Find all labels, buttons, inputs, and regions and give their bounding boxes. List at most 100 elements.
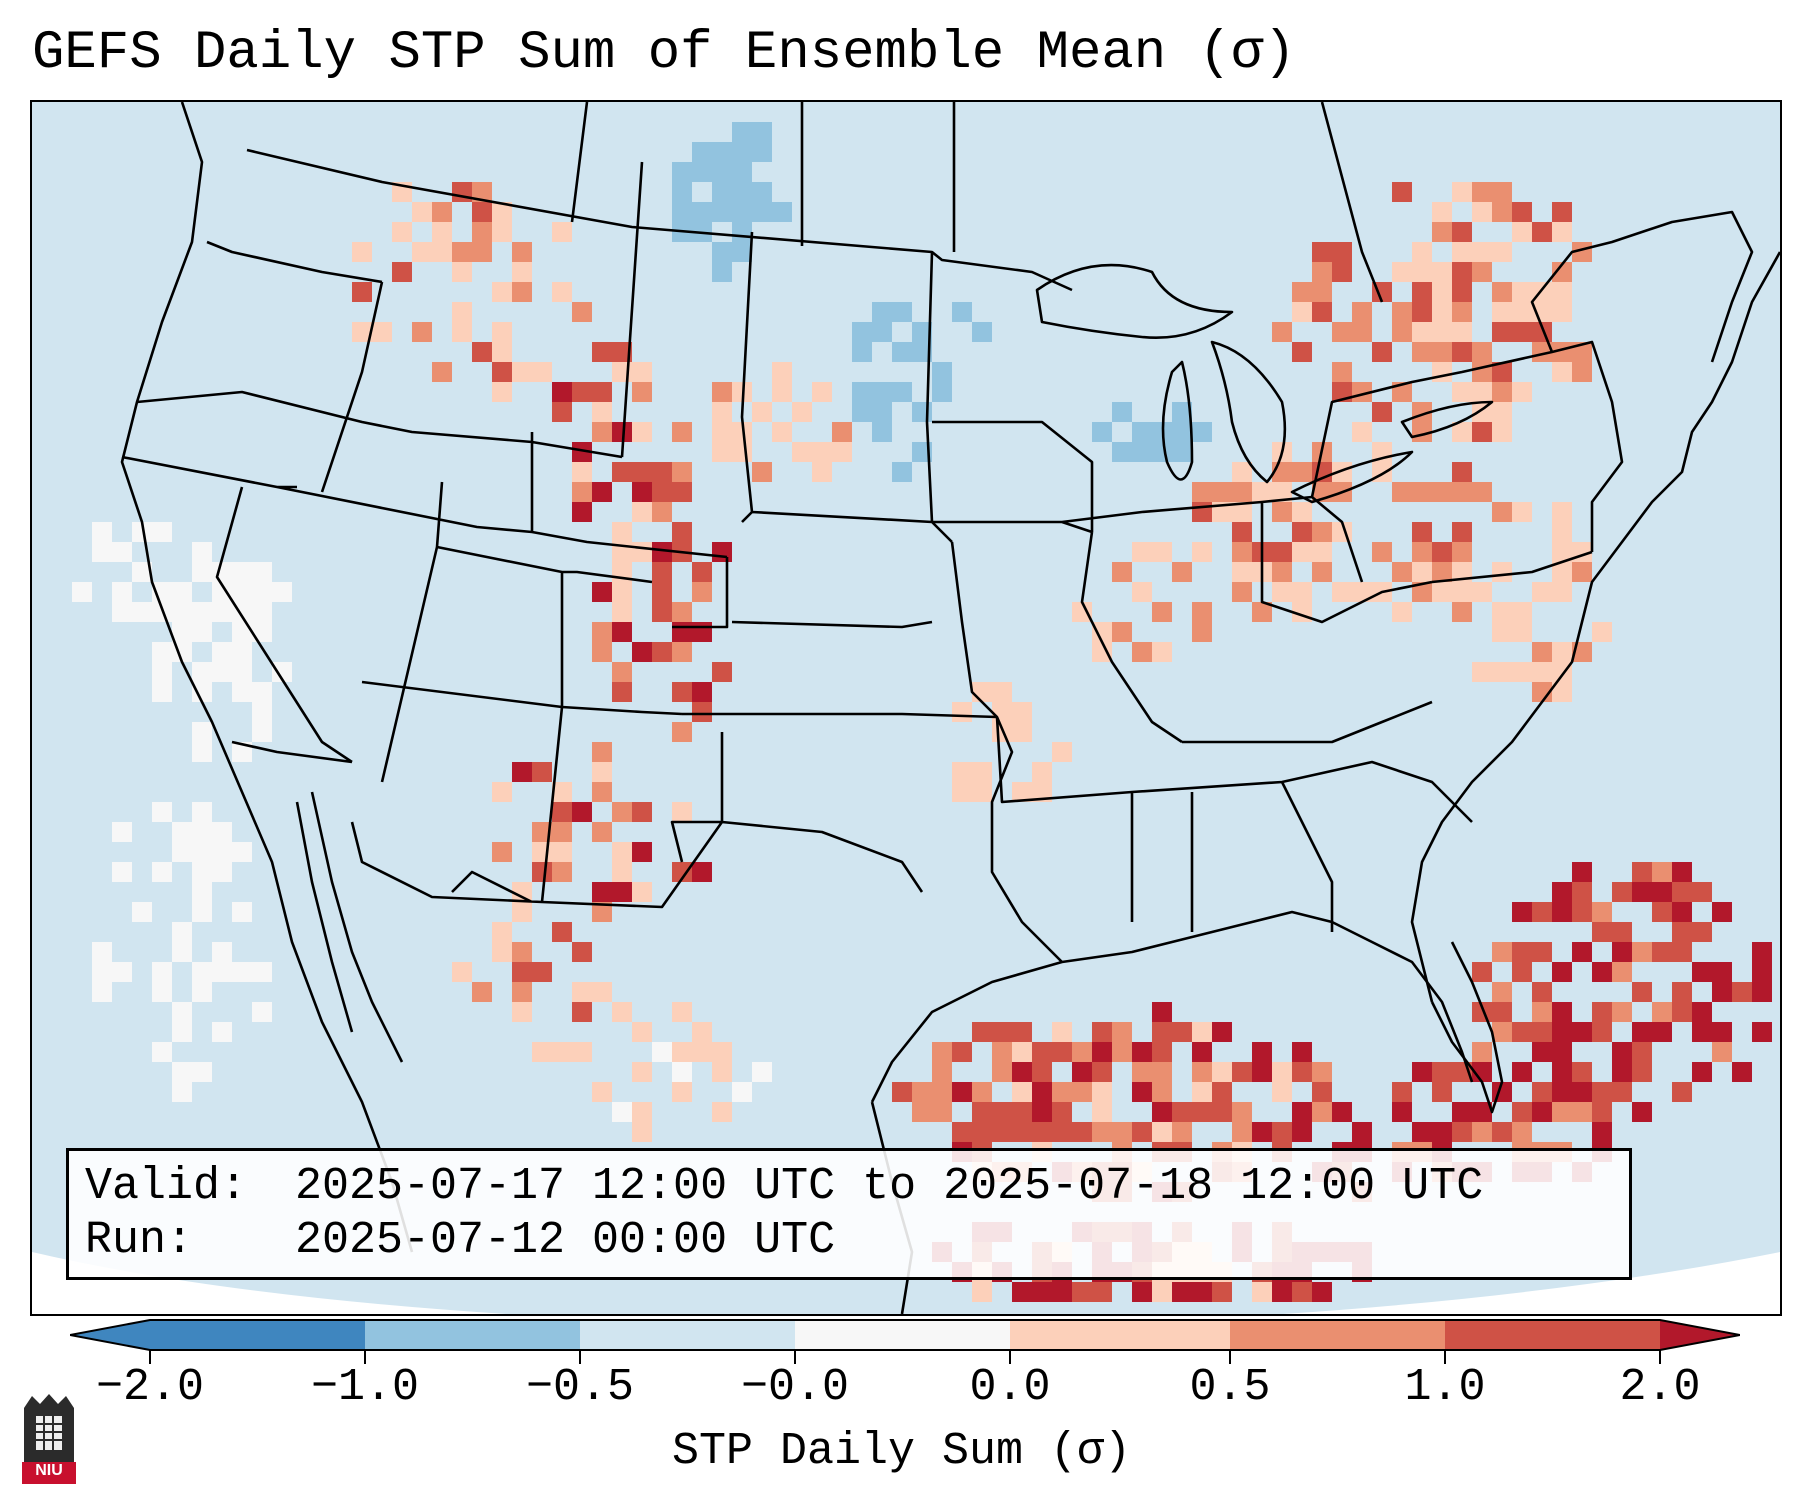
stp-cell [1532,982,1552,1002]
stp-cell [372,322,392,342]
stp-cell [232,742,252,762]
stp-cell [732,122,752,142]
atlantic-coast [1410,251,1780,1003]
stp-cell [252,602,272,622]
stp-cell [1472,1102,1492,1122]
stp-cell [672,1082,692,1102]
stp-cell [1392,1102,1412,1122]
stp-cell [712,262,732,282]
great-lakes [1035,263,1494,504]
stp-cell [1052,1122,1072,1142]
stp-cell [172,1022,192,1042]
stp-cell [872,322,892,342]
stp-cell [1332,362,1352,382]
stp-cell [632,422,652,442]
stp-cell [1312,1082,1332,1102]
stp-cell [652,502,672,522]
colorbar [70,1319,1740,1364]
stp-cell [1152,1062,1172,1082]
stp-cell [512,982,532,1002]
stp-cell [1192,602,1212,622]
colorbar-tick-label: −0.5 [525,1362,635,1413]
stp-cell [1432,302,1452,322]
stp-cell [1692,1062,1712,1082]
stp-cell [432,362,452,382]
stp-cell [1552,542,1572,562]
stp-cell [1172,402,1192,422]
stp-cell [552,842,572,862]
stp-cell [232,622,252,642]
stp-cell [1392,322,1412,342]
stp-cell [612,682,632,702]
stp-cell [552,922,572,942]
stp-cell [212,562,232,582]
stp-cell [112,862,132,882]
stp-cell [572,942,592,962]
stp-cell [1392,1082,1412,1102]
stp-cell [1472,962,1492,982]
stp-cell [1272,322,1292,342]
stp-cell [992,1022,1012,1042]
stp-cell [592,622,612,642]
stp-cell [1092,1062,1112,1082]
stp-cell [1032,1082,1052,1102]
colorbar-segment [1230,1320,1445,1350]
stp-cell [112,582,132,602]
map-title: GEFS Daily STP Sum of Ensemble Mean (σ) [32,23,1296,84]
stp-cell [1412,242,1432,262]
stp-cell [232,842,252,862]
stp-cell [952,702,972,722]
stp-cell [1632,1102,1652,1122]
stp-cell [1132,642,1152,662]
stp-cell [1152,602,1172,622]
stp-cell [1332,322,1352,342]
stp-cell [1392,562,1412,582]
stp-cell [632,382,652,402]
stp-cell [632,1102,652,1122]
stp-cell [1652,862,1672,882]
stp-cell [1132,542,1152,562]
stp-cell [272,662,292,682]
stp-cell [1592,962,1612,982]
stp-cell [1092,622,1112,642]
stp-cell [1472,262,1492,282]
stp-cell [692,1042,712,1062]
stp-cell [932,382,952,402]
stp-cell [1632,982,1652,1002]
stp-cell [672,482,692,502]
stp-cell [1372,542,1392,562]
stp-cell [1292,302,1312,322]
stp-cell [1172,1122,1192,1142]
stp-cell [712,242,732,262]
stp-cell [1432,1062,1452,1082]
stp-cell [1492,502,1512,522]
stp-cell [872,402,892,422]
stp-cell [732,162,752,182]
stp-cell [1752,962,1772,982]
stp-cell [1612,1082,1632,1102]
stp-cell [112,602,132,622]
stp-cell [632,642,652,662]
stp-cell [212,942,232,962]
stp-cell [1232,482,1252,502]
stp-cell [1572,562,1592,582]
stp-cell [1492,382,1512,402]
stp-cell [1452,322,1472,342]
colorbar-segment [365,1320,580,1350]
stp-cell [1192,542,1212,562]
stp-cell [772,362,792,382]
stp-cell [512,1002,532,1022]
stp-cell [1552,682,1572,702]
stp-cell [1012,702,1032,722]
stp-cell [212,962,232,982]
stp-cell [512,242,532,262]
stp-cell [732,422,752,442]
stp-cell [932,362,952,382]
stp-cell [1312,522,1332,542]
stp-cell [1072,1082,1092,1102]
stp-cell [1352,302,1372,322]
stp-cell [1592,622,1612,642]
stp-cell [892,342,912,362]
stp-cell [612,462,632,482]
stp-cell [1612,962,1632,982]
